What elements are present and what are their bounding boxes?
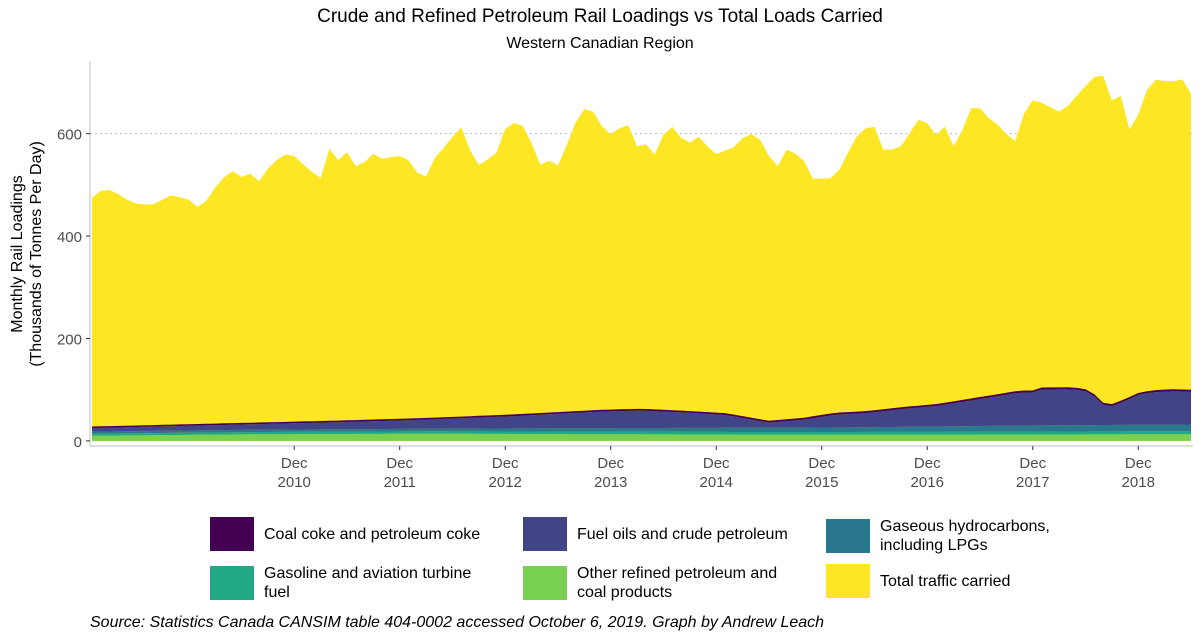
area-other-refined [92, 433, 1191, 441]
area-coal-coke [92, 387, 1191, 429]
legend-item-fuel-oils: Fuel oils and crude petroleum [523, 517, 788, 551]
y-axis-label-line1: Monthly Rail Loadings [9, 175, 26, 332]
legend-label-other-refined: Other refined petroleum and coal products [577, 565, 778, 601]
legend-item-gasoline: Gasoline and aviation turbine fuel [210, 564, 471, 602]
legend-item-coal-coke: Coal coke and petroleum coke [210, 517, 480, 551]
legend-label-total-traffic: Total traffic carried [880, 572, 1011, 590]
legend-swatch-other-refined [523, 566, 567, 600]
legend-label-gaseous-hydrocarbons: Gaseous hydrocarbons, including LPGs [880, 518, 1050, 554]
legend-swatch-fuel-oils [523, 517, 567, 551]
x-tick-label-year-2018: 2018 [1122, 474, 1155, 491]
y-tick-label-0: 0 [74, 434, 82, 451]
x-tick-label-year-2012: 2012 [489, 474, 522, 491]
area-gasoline [92, 431, 1191, 436]
x-tick-label-month-2015: Dec [808, 455, 835, 472]
legend-item-total-traffic: Total traffic carried [826, 564, 1010, 598]
legend-swatch-gaseous-hydrocarbons [826, 519, 870, 553]
legend-label-gasoline: Gasoline and aviation turbine fuel [264, 565, 472, 601]
chart-subtitle: Western Canadian Region [506, 35, 694, 52]
area-gaseous-hydrocarbons [92, 424, 1191, 434]
area-total-traffic [92, 75, 1191, 441]
legend-swatch-coal-coke [210, 517, 254, 551]
y-axis-label-line2: (Thousands of Tonnes Per Day) [28, 141, 45, 367]
chart-title: Crude and Refined Petroleum Rail Loading… [317, 6, 883, 27]
chart-area: 0 200 400 600 Dec 2010 Dec 2011 Dec 2012 Dec 2013 De… [9, 62, 1193, 491]
x-tick-label-month-2017: Dec [1019, 455, 1046, 472]
legend-item-other-refined: Other refined petroleum and coal products [523, 564, 777, 602]
x-tick-label-year-2010: 2010 [278, 474, 311, 491]
x-tick-label-month-2010: Dec [281, 455, 308, 472]
x-tick-label-month-2012: Dec [492, 455, 519, 472]
x-tick-label-year-2015: 2015 [805, 474, 838, 491]
source-caption: Source: Statistics Canada CANSIM table 4… [90, 614, 825, 631]
x-tick-label-year-2016: 2016 [911, 474, 944, 491]
x-tick-label-year-2011: 2011 [384, 474, 416, 491]
legend-label-coal-coke: Coal coke and petroleum coke [264, 525, 481, 543]
x-tick-label-month-2013: Dec [597, 455, 624, 472]
legend-swatch-gasoline [210, 566, 254, 600]
y-tick-label-600: 600 [57, 127, 82, 144]
area-fuel-oils [92, 389, 1191, 432]
legend: Coal coke and petroleum coke Fuel oils a… [210, 514, 1130, 610]
legend-swatch-total-traffic [826, 564, 870, 598]
x-tick-label-year-2014: 2014 [700, 474, 733, 491]
y-tick-label-200: 200 [57, 331, 82, 348]
x-tick-label-month-2018: Dec [1125, 455, 1152, 472]
legend-label-fuel-oils: Fuel oils and crude petroleum [577, 525, 788, 543]
x-tick-label-month-2011: Dec [386, 455, 413, 472]
y-tick-label-400: 400 [57, 229, 82, 246]
x-tick-label-month-2014: Dec [703, 455, 730, 472]
legend-item-gaseous-hydrocarbons: Gaseous hydrocarbons, including LPGs [826, 517, 1050, 555]
x-tick-label-year-2017: 2017 [1016, 474, 1049, 491]
x-tick-label-month-2016: Dec [914, 455, 941, 472]
x-tick-label-year-2013: 2013 [594, 474, 627, 491]
